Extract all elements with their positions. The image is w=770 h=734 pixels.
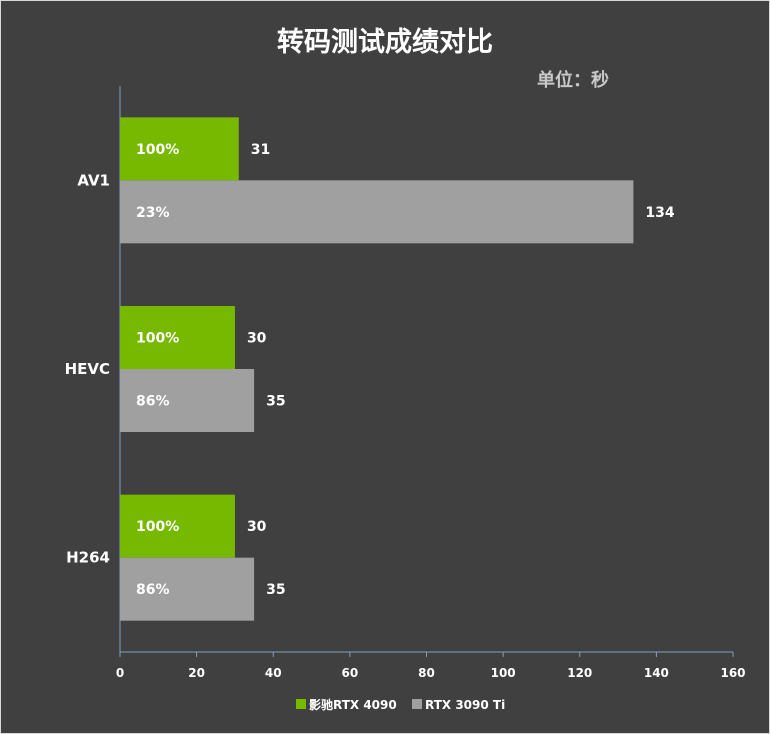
bar	[120, 494, 235, 558]
bar-percent-label: 86%	[136, 582, 170, 598]
legend-swatch	[412, 699, 422, 709]
legend: 影驰RTX 4090 RTX 3090 Ti	[296, 697, 505, 712]
plot-area: 0 20 40 60 80 100 120 140 160 AV1 100% 31 23% 134 HEVC…	[65, 86, 746, 680]
x-tick-label: 0	[116, 666, 124, 680]
bar-value-label: 35	[266, 394, 285, 410]
x-tick-label: 140	[644, 666, 669, 680]
bar-percent-label: 23%	[136, 205, 170, 221]
chart-title: 转码测试成绩对比	[277, 27, 493, 58]
legend-label: 影驰RTX 4090	[309, 697, 397, 712]
bar	[120, 180, 634, 244]
legend-swatch	[296, 699, 306, 709]
unit-label: 单位：秒	[537, 69, 609, 91]
x-tick-label: 40	[265, 666, 282, 680]
bar-value-label: 30	[247, 331, 267, 347]
x-tick-label: 120	[567, 666, 592, 680]
x-tick-label: 60	[342, 666, 359, 680]
x-tick-label: 100	[491, 666, 516, 680]
category-label: AV1	[77, 171, 110, 189]
bar-value-label: 134	[645, 205, 674, 221]
bar-percent-label: 100%	[136, 519, 179, 535]
bar-percent-label: 86%	[136, 394, 170, 410]
bar-value-label: 35	[266, 582, 285, 598]
bar	[120, 557, 255, 621]
bar	[120, 117, 239, 181]
legend-label: RTX 3090 Ti	[425, 698, 505, 712]
bar-value-label: 31	[251, 142, 270, 158]
bar-value-label: 30	[247, 519, 267, 535]
bar	[120, 306, 235, 369]
x-tick-label: 80	[418, 666, 435, 680]
bar-percent-label: 100%	[136, 142, 179, 158]
category-label: H264	[66, 549, 110, 567]
category-label: HEVC	[65, 360, 110, 378]
x-tick-label: 160	[720, 666, 745, 680]
bar-percent-label: 100%	[136, 331, 179, 347]
x-tick-label: 20	[188, 666, 205, 680]
bar	[120, 369, 255, 432]
